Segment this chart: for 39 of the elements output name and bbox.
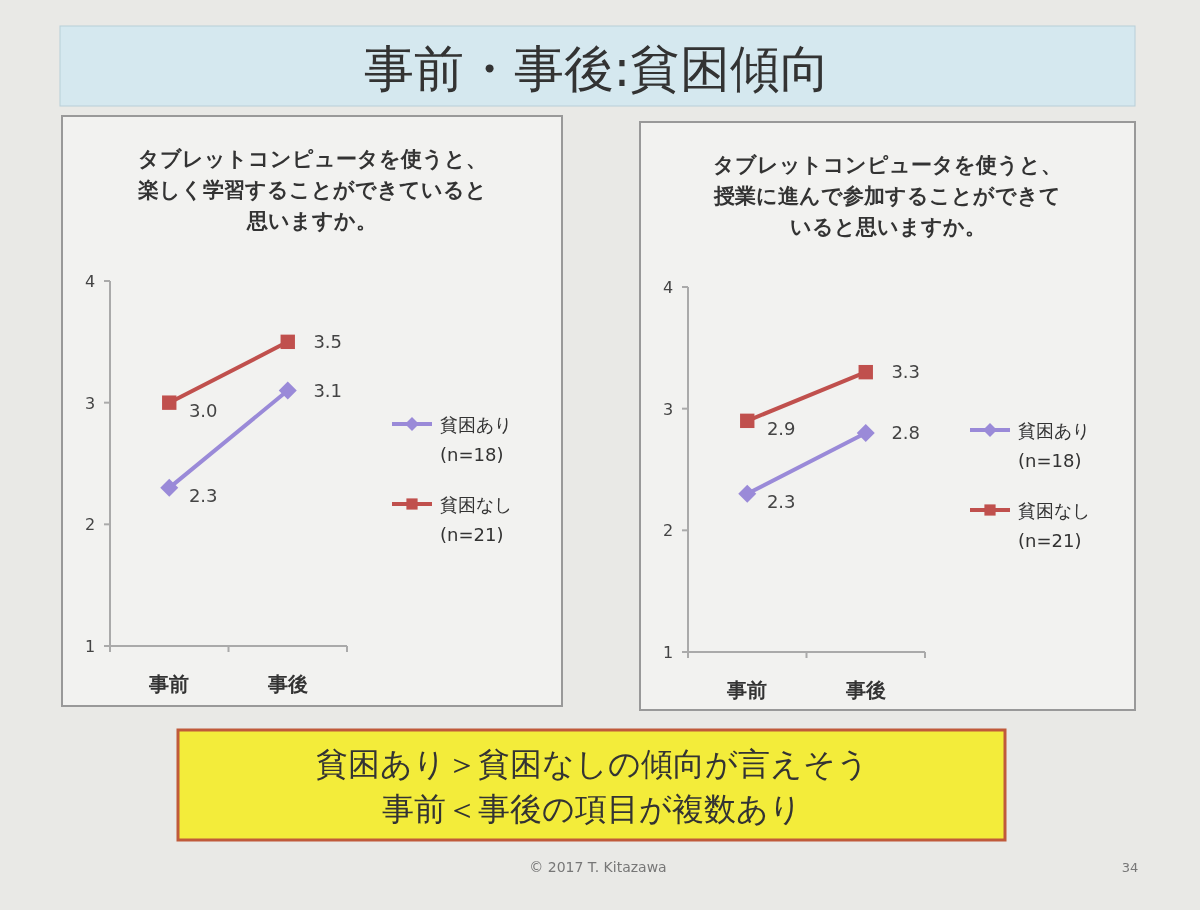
y-tick-label: 1: [84, 637, 96, 656]
data-label: 2.3: [188, 484, 218, 506]
x-tick-label: 事後: [844, 678, 886, 702]
data-label: 3.1: [313, 379, 343, 401]
y-tick-label: 4: [662, 278, 674, 297]
y-tick-label: 2: [84, 515, 96, 535]
chart-title: タブレットコンピュータを使うと、楽しく学習することができていると思いますか。: [136, 147, 487, 233]
y-tick-label: 3: [662, 399, 674, 419]
data-label: 3.3: [891, 361, 921, 383]
y-tick-label: 4: [84, 272, 96, 291]
legend-label: 貧困なし (n=21): [1018, 500, 1090, 551]
point: [278, 381, 297, 400]
data-label: 3.5: [313, 330, 343, 352]
y-tick-label: 1: [662, 643, 674, 662]
point: [280, 334, 295, 350]
x-tick-label: 事前: [148, 672, 190, 696]
point: [162, 395, 177, 410]
point: [856, 424, 875, 442]
data-label: 2.8: [891, 422, 921, 443]
text: 34: [1121, 860, 1139, 875]
x-tick-label: 事前: [726, 678, 768, 702]
text: 事前・事後:貧困傾向: [363, 40, 831, 98]
legend-label: 貧困なし (n=21): [440, 494, 512, 545]
legend-label: 貧困あり (n=18): [440, 414, 512, 465]
data-label: 2.9: [766, 417, 796, 439]
data-label: 3.0: [188, 399, 218, 421]
point: [160, 478, 179, 497]
y-tick-label: 3: [84, 393, 96, 413]
text: 事前＜事後の項目が複数あり: [382, 790, 802, 828]
data-label: 2.3: [766, 490, 796, 512]
text: © 2017 T. Kitazawa: [529, 859, 667, 875]
x-tick-label: 事後: [266, 672, 308, 696]
text: 貧困あり＞貧困なしの傾向が言えそう: [315, 745, 869, 783]
point: [740, 413, 755, 429]
legend-label: 貧困あり (n=18): [1018, 420, 1090, 471]
y-tick-label: 2: [662, 521, 674, 541]
chart-title: タブレットコンピュータを使うと、授業に進んで参加することができていると思いますか。: [713, 153, 1062, 239]
point: [858, 364, 873, 380]
point: [738, 484, 757, 503]
